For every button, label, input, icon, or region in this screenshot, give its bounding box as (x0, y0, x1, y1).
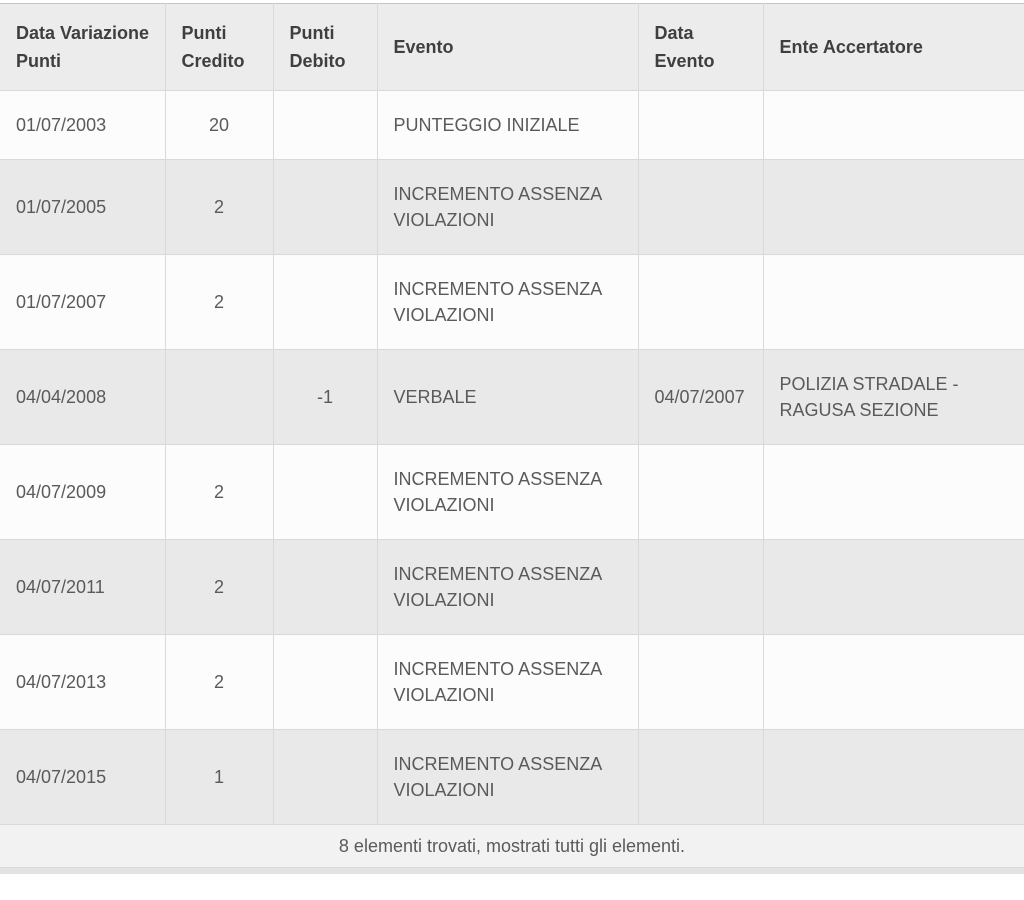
cell-ente-accertatore (762, 539, 1024, 635)
cell-data-variazione-punti: 01/07/2007 (16, 292, 107, 312)
cell-punti-debito (272, 729, 377, 825)
table-row: 01/07/2007 2 INCREMENTO ASSENZA VIOLAZIONI (0, 254, 1024, 350)
column-header-ente-accertatore: Ente Accertatore (762, 3, 1024, 91)
cell-ente-accertatore (762, 444, 1024, 540)
cell-evento: INCREMENTO ASSENZA VIOLAZIONI (376, 634, 638, 730)
cell-punti-credito: 2 (164, 444, 273, 540)
table-row: 04/07/2009 2 INCREMENTO ASSENZA VIOLAZIONI (0, 444, 1024, 540)
cell-punti-credito: 2 (164, 634, 273, 730)
cell-punti-credito: 2 (164, 159, 273, 255)
cell-punti-credito: 2 (164, 254, 273, 350)
results-count-text: 8 elementi trovati, mostrati tutti gli e… (0, 824, 1024, 867)
cell-data-evento (637, 444, 763, 540)
cell-ente-accertatore (762, 254, 1024, 350)
cell-data-variazione-punti: 01/07/2005 (16, 197, 107, 217)
top-gap (0, 0, 1024, 3)
cell-punti-debito: -1 (272, 349, 377, 445)
table-footer: 8 elementi trovati, mostrati tutti gli e… (0, 824, 1024, 867)
cell-data-variazione-punti: 04/07/2013 (16, 672, 107, 692)
header-row: Data Variazione Punti Punti Credito Punt… (0, 3, 1024, 91)
column-header-evento: Evento (376, 3, 638, 91)
cell-evento: PUNTEGGIO INIZIALE (376, 90, 638, 160)
table-row: 04/07/2013 2 INCREMENTO ASSENZA VIOLAZIONI (0, 634, 1024, 730)
cell-evento: INCREMENTO ASSENZA VIOLAZIONI (376, 729, 638, 825)
column-header-punti-credito: Punti Credito (164, 3, 273, 91)
cell-data-evento (637, 90, 763, 160)
column-header-punti-debito: Punti Debito (272, 3, 377, 91)
cell-ente-accertatore (762, 90, 1024, 160)
cell-ente-accertatore (762, 634, 1024, 730)
cell-ente-accertatore (762, 159, 1024, 255)
cell-punti-debito (272, 444, 377, 540)
cell-punti-credito: 2 (164, 539, 273, 635)
cell-data-evento (637, 634, 763, 730)
table-body: 01/07/2003 20 PUNTEGGIO INIZIALE 01/07/2005… (0, 90, 1024, 825)
table-row: 04/07/2011 2 INCREMENTO ASSENZA VIOLAZIONI (0, 539, 1024, 635)
cell-punti-debito (272, 254, 377, 350)
cell-data-variazione-punti: 04/07/2009 (16, 482, 107, 502)
cell-punti-debito (272, 90, 377, 160)
cell-data-variazione-punti: 04/07/2011 (16, 577, 105, 597)
cell-data-evento (637, 539, 763, 635)
table-row: 04/07/2015 1 INCREMENTO ASSENZA VIOLAZIONI (0, 729, 1024, 825)
cell-ente-accertatore (762, 729, 1024, 825)
bottom-strip (0, 867, 1024, 874)
table-row: 01/07/2005 2 INCREMENTO ASSENZA VIOLAZIONI (0, 159, 1024, 255)
cell-punti-credito: 1 (164, 729, 273, 825)
cell-punti-debito (272, 634, 377, 730)
column-header-data-variazione-punti: Data Variazione Punti (0, 3, 165, 91)
cell-data-evento (637, 729, 763, 825)
cell-punti-credito: 20 (164, 90, 273, 160)
cell-data-evento (637, 159, 763, 255)
cell-data-variazione-punti: 04/07/2015 (16, 767, 107, 787)
cell-evento: INCREMENTO ASSENZA VIOLAZIONI (376, 444, 638, 540)
cell-evento: INCREMENTO ASSENZA VIOLAZIONI (376, 254, 638, 350)
cell-evento: VERBALE (376, 349, 638, 445)
table-header: Data Variazione Punti Punti Credito Punt… (0, 3, 1024, 91)
cell-punti-credito (164, 349, 273, 445)
table-row: 01/07/2003 20 PUNTEGGIO INIZIALE (0, 90, 1024, 160)
license-points-page: Data Variazione Punti Punti Credito Punt… (0, 0, 1024, 874)
cell-punti-debito (272, 539, 377, 635)
license-points-table: Data Variazione Punti Punti Credito Punt… (0, 3, 1024, 867)
column-header-data-evento: Data Evento (637, 3, 763, 91)
cell-data-evento: 04/07/2007 (637, 349, 763, 445)
cell-ente-accertatore: POLIZIA STRADALE - RAGUSA SEZIONE (762, 349, 1024, 445)
footer-row: 8 elementi trovati, mostrati tutti gli e… (0, 824, 1024, 867)
cell-data-evento (637, 254, 763, 350)
cell-data-variazione-punti: 01/07/2003 (16, 115, 107, 135)
cell-evento: INCREMENTO ASSENZA VIOLAZIONI (376, 159, 638, 255)
cell-punti-debito (272, 159, 377, 255)
table-row: 04/04/2008 -1 VERBALE 04/07/2007 POLIZIA STR… (0, 349, 1024, 445)
cell-data-variazione-punti: 04/04/2008 (16, 387, 107, 407)
cell-evento: INCREMENTO ASSENZA VIOLAZIONI (376, 539, 638, 635)
